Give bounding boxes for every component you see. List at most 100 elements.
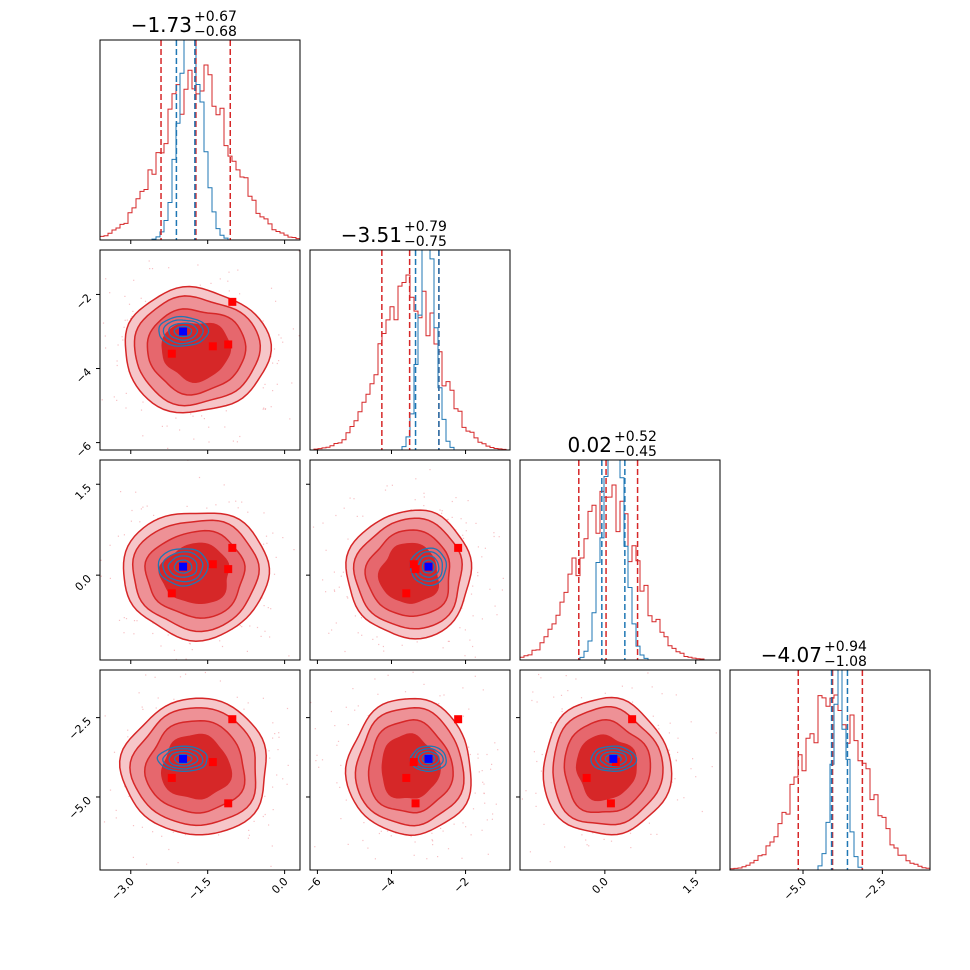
primary-marker bbox=[409, 560, 418, 569]
panel-frame bbox=[309, 459, 511, 661]
panel-frame bbox=[99, 249, 301, 451]
primary-marker bbox=[402, 589, 411, 598]
diag-title-plus-3: +0.94 bbox=[824, 639, 867, 655]
diag-title-median-0: −1.73 bbox=[131, 13, 192, 37]
diag-title-plus-0: +0.67 bbox=[194, 9, 237, 25]
x-tick-label: −5.0 bbox=[781, 875, 809, 903]
primary-marker bbox=[224, 799, 233, 808]
contour-outline-outer bbox=[122, 512, 271, 642]
secondary-marker bbox=[609, 754, 618, 763]
diag-title-median-3: −4.07 bbox=[761, 643, 822, 667]
contour-level-1 bbox=[161, 322, 232, 383]
primary-marker bbox=[208, 342, 217, 351]
secondary-contour-2 bbox=[168, 322, 199, 341]
primary-marker bbox=[167, 589, 176, 598]
y-tick-label: −2 bbox=[73, 291, 94, 312]
primary-marker bbox=[228, 297, 237, 306]
secondary-contour-2 bbox=[417, 750, 440, 767]
x-tick-label: −2.5 bbox=[860, 875, 888, 903]
x-tick-label: 0.0 bbox=[589, 875, 611, 897]
primary-marker bbox=[582, 773, 591, 782]
secondary-marker bbox=[179, 562, 188, 571]
x-tick-label: −4 bbox=[377, 875, 398, 896]
primary-marker bbox=[409, 758, 418, 767]
secondary-contour-3 bbox=[421, 559, 436, 574]
primary-marker bbox=[411, 565, 420, 574]
contour-level-1 bbox=[377, 542, 440, 604]
secondary-contour-3 bbox=[173, 753, 193, 764]
secondary-contour-1 bbox=[162, 319, 204, 345]
panel-frame bbox=[309, 249, 511, 451]
diag-title-minus-1: −0.75 bbox=[404, 234, 447, 250]
scatter-panel-2-0 bbox=[100, 460, 295, 660]
secondary-contour-0 bbox=[590, 745, 638, 772]
primary-marker bbox=[454, 715, 463, 724]
secondary-contour-0 bbox=[157, 548, 209, 587]
primary-marker bbox=[224, 565, 233, 574]
panel-frame bbox=[99, 669, 301, 871]
x-tick-label: −6 bbox=[303, 875, 324, 896]
x-tick-label: 0.0 bbox=[269, 875, 291, 897]
contour-outline-outer bbox=[345, 509, 473, 640]
histogram-panel-2 bbox=[520, 460, 720, 660]
y-tick-label: −2.5 bbox=[66, 715, 94, 743]
primary-marker bbox=[208, 560, 217, 569]
secondary-marker bbox=[424, 562, 433, 571]
x-tick-label: −2 bbox=[451, 875, 472, 896]
y-tick-label: −6 bbox=[73, 440, 94, 461]
secondary-contour-2 bbox=[168, 750, 199, 767]
contour-outline-outer bbox=[344, 697, 472, 836]
secondary-marker bbox=[179, 327, 188, 336]
histogram-panel-0 bbox=[100, 40, 300, 240]
y-tick-label: 1.5 bbox=[73, 481, 95, 503]
x-tick-label: 1.5 bbox=[680, 875, 702, 897]
diag-title-median-1: −3.51 bbox=[341, 223, 402, 247]
secondary-contour-1 bbox=[594, 747, 633, 770]
secondary-contour-0 bbox=[156, 745, 208, 772]
secondary-hist-2 bbox=[520, 460, 720, 660]
contour-level-1 bbox=[575, 734, 637, 802]
primary-marker bbox=[224, 340, 233, 349]
secondary-contour-3 bbox=[173, 325, 193, 338]
scatter-panel-1-0 bbox=[101, 250, 300, 449]
contour-outline-outer bbox=[118, 697, 267, 836]
panel-frame bbox=[519, 459, 721, 661]
x-tick-label: −1.5 bbox=[186, 875, 214, 903]
diag-title-minus-2: −0.45 bbox=[614, 444, 657, 460]
panel-frame bbox=[519, 669, 721, 871]
x-tick-label: −3.0 bbox=[109, 875, 137, 903]
primary-marker bbox=[228, 715, 237, 724]
primary-marker bbox=[208, 758, 217, 767]
secondary-contour-1 bbox=[162, 551, 204, 583]
panel-frame bbox=[729, 669, 931, 871]
primary-marker bbox=[411, 799, 420, 808]
panel-frame bbox=[309, 669, 511, 871]
diag-title-median-2: 0.02 bbox=[567, 433, 612, 457]
primary-hist-3 bbox=[730, 694, 930, 870]
diag-title-minus-3: −1.08 bbox=[824, 654, 867, 670]
y-tick-label: −5.0 bbox=[66, 794, 94, 822]
y-tick-label: −4 bbox=[73, 365, 94, 386]
panel-frame bbox=[99, 39, 301, 241]
scatter-panel-3-0 bbox=[103, 671, 300, 867]
contour-outline-outer bbox=[542, 696, 673, 836]
primary-marker bbox=[628, 715, 637, 724]
y-tick-label: 0.0 bbox=[73, 572, 95, 594]
scatter-panel-2-1 bbox=[312, 469, 504, 660]
primary-marker bbox=[167, 773, 176, 782]
diag-title-plus-1: +0.79 bbox=[404, 219, 447, 235]
primary-marker bbox=[402, 773, 411, 782]
diag-title-minus-0: −0.68 bbox=[194, 24, 237, 40]
secondary-hist-0 bbox=[100, 40, 300, 240]
scatter-panel-3-1 bbox=[310, 671, 499, 860]
histogram-panel-3 bbox=[730, 670, 930, 870]
secondary-contour-0 bbox=[158, 315, 210, 347]
secondary-hist-1 bbox=[310, 250, 510, 450]
primary-hist-2 bbox=[520, 484, 720, 660]
secondary-contour-3 bbox=[173, 559, 193, 574]
panel-frame bbox=[99, 459, 301, 661]
primary-marker bbox=[606, 799, 615, 808]
histogram-panel-1 bbox=[310, 250, 510, 450]
secondary-contour-1 bbox=[162, 748, 204, 770]
